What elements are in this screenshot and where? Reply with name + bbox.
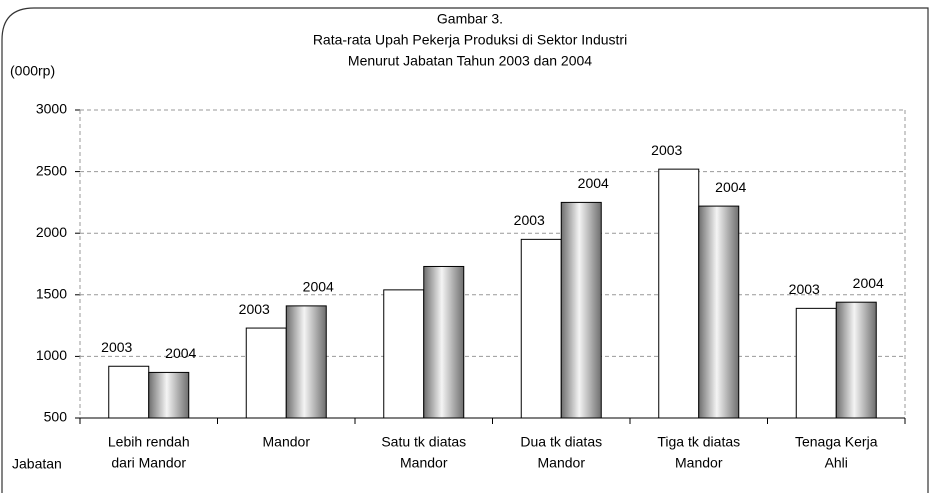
frame — [1, 7, 929, 493]
x-tick-label: Mandor — [263, 434, 311, 450]
y-tick-label: 3000 — [36, 101, 67, 117]
x-tick-label: Mandor — [400, 455, 448, 471]
bar-annotation: 2003 — [514, 212, 545, 228]
bar-annotation: 2004 — [715, 179, 746, 195]
y-tick-label: 2500 — [36, 162, 67, 178]
y-tick-label: 1500 — [36, 286, 67, 302]
x-tick-label: Satu tk diatas — [381, 434, 466, 450]
x-tick-label: Lebih rendah — [108, 434, 190, 450]
x-tick-label: Tenaga Kerja — [795, 434, 878, 450]
bar — [658, 168, 700, 419]
bar — [108, 365, 150, 419]
x-tick-label: Mandor — [538, 455, 586, 471]
bar-annotation: 2004 — [578, 175, 609, 191]
chart-title: Menurut Jabatan Tahun 2003 dan 2004 — [348, 53, 592, 69]
bar — [148, 371, 190, 419]
x-tick-label: dari Mandor — [111, 455, 186, 471]
y-tick-label: 1000 — [36, 347, 67, 363]
bar-annotation: 2004 — [303, 279, 334, 295]
bar — [835, 301, 877, 419]
x-axis-label: Jabatan — [12, 456, 62, 472]
y-tick-label: 2000 — [36, 224, 67, 240]
bar-annotation: 2004 — [853, 275, 884, 291]
chart-title: Rata-rata Upah Pekerja Produksi di Sekto… — [313, 32, 627, 48]
bar-annotation: 2003 — [651, 142, 682, 158]
chart-title: Gambar 3. — [437, 11, 503, 27]
bar — [383, 289, 425, 419]
x-tick-label: Mandor — [675, 455, 723, 471]
bar — [245, 327, 287, 419]
x-tick-label: Ahli — [825, 455, 848, 471]
x-tick-label: Dua tk diatas — [520, 434, 602, 450]
bar — [560, 201, 602, 419]
y-axis-label: (000rp) — [10, 63, 55, 79]
bar — [423, 265, 465, 419]
bar — [698, 205, 740, 419]
bar-annotation: 2003 — [789, 281, 820, 297]
bar-annotation: 2003 — [101, 339, 132, 355]
x-tick-label: Tiga tk diatas — [657, 434, 740, 450]
bar — [285, 305, 327, 419]
y-tick-label: 500 — [44, 409, 68, 425]
bar — [795, 307, 837, 419]
bar — [520, 238, 562, 419]
bar-annotation: 2003 — [239, 301, 270, 317]
bar-annotation: 2004 — [165, 345, 196, 361]
